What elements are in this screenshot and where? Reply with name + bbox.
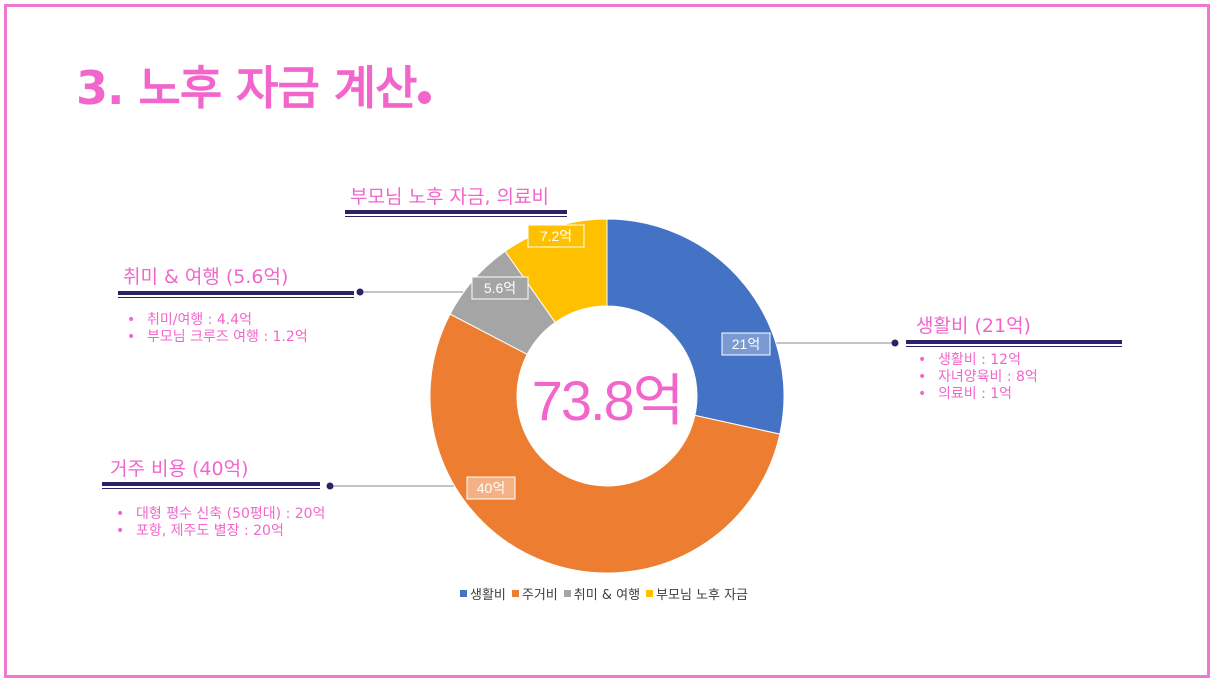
list-item: 포항, 제주도 별장 : 20억 — [112, 523, 325, 540]
chart-legend: 생활비 주거비 취미 & 여행 부모님 노후 자금 — [460, 584, 748, 603]
list-item: 취미/여행 : 4.4억 — [123, 312, 308, 329]
svg-text:21억: 21억 — [732, 336, 760, 352]
legend-item: 취미 & 여행 — [563, 584, 641, 603]
svg-text:5.6억: 5.6억 — [484, 280, 516, 296]
legend-swatch — [646, 590, 654, 597]
list-item: 자녀양육비 : 8억 — [914, 369, 1038, 386]
slide-frame — [4, 4, 1210, 678]
parents-heading: 부모님 노후 자금, 의료비 — [350, 186, 549, 208]
slice-housing — [429, 313, 781, 574]
svg-text:40억: 40억 — [477, 480, 505, 496]
hobby-heading: 취미 & 여행 (5.6억) — [123, 266, 289, 288]
legend-swatch — [563, 590, 571, 597]
legend-label: 생활비 — [470, 588, 506, 603]
label-hobby: 5.6억 — [471, 276, 529, 300]
hobby-underline — [118, 291, 354, 298]
list-item: 생활비 : 12억 — [914, 352, 1038, 369]
list-item: 의료비 : 1억 — [914, 386, 1038, 403]
legend-item: 생활비 — [460, 584, 506, 603]
leader-living-dot — [891, 339, 899, 347]
title-dot — [418, 91, 432, 104]
leader-housing-dot — [326, 482, 334, 490]
living-list: 생활비 : 12억 자녀양육비 : 8억 의료비 : 1억 — [914, 352, 1038, 403]
legend-label: 부모님 노후 자금 — [656, 588, 749, 603]
svg-text:7.2억: 7.2억 — [540, 228, 572, 244]
legend-label: 취미 & 여행 — [573, 588, 641, 603]
label-parents: 7.2억 — [527, 224, 585, 248]
leader-hobby-dot — [356, 288, 364, 296]
list-item: 대형 평수 신축 (50평대) : 20억 — [112, 506, 325, 523]
parents-underline — [345, 210, 567, 217]
center-total: 73.8억 — [532, 369, 683, 432]
living-underline — [906, 340, 1122, 347]
slice-living — [606, 218, 785, 435]
legend-swatch — [511, 590, 519, 597]
page-title: 3. 노후 자금 계산 — [76, 52, 432, 118]
list-item: 부모님 크루즈 여행 : 1.2억 — [123, 329, 308, 346]
living-heading: 생활비 (21억) — [916, 315, 1031, 337]
legend-label: 주거비 — [521, 588, 558, 603]
legend-swatch — [460, 590, 467, 597]
hobby-list: 취미/여행 : 4.4억 부모님 크루즈 여행 : 1.2억 — [123, 312, 308, 346]
legend-item: 부모님 노후 자금 — [646, 584, 748, 603]
label-housing: 40억 — [466, 476, 516, 500]
housing-list: 대형 평수 신축 (50평대) : 20억 포항, 제주도 별장 : 20억 — [112, 506, 325, 540]
housing-heading: 거주 비용 (40억) — [110, 458, 249, 480]
housing-underline — [102, 482, 320, 489]
legend-item: 주거비 — [511, 584, 558, 603]
label-living: 21억 — [721, 332, 771, 356]
